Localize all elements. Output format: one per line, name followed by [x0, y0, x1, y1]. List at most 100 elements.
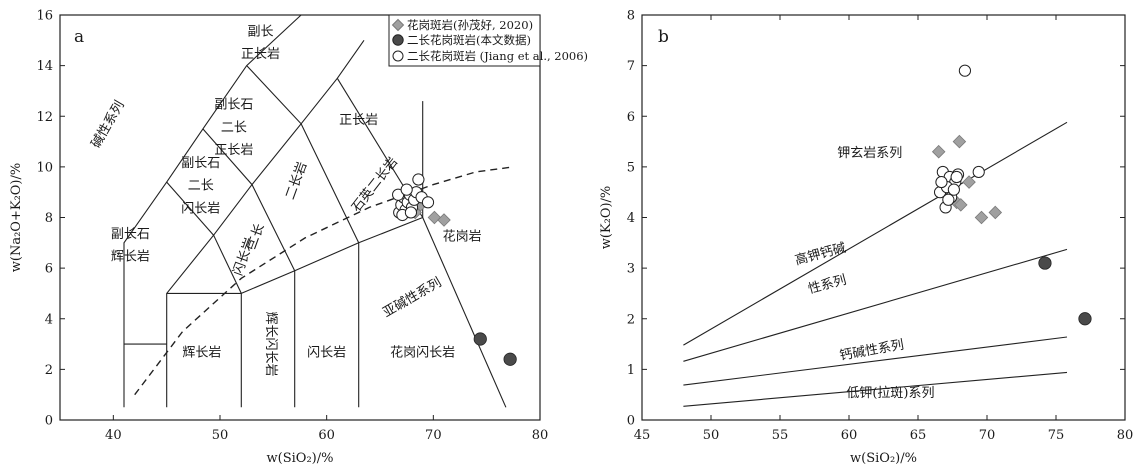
low-k-boundary — [683, 371, 1068, 407]
diamond-point — [962, 175, 976, 189]
y-tick-label: 4 — [45, 312, 53, 327]
diamond-point — [437, 213, 451, 227]
field-label: 花岗闪长岩 — [390, 345, 455, 361]
open-circle-point — [942, 193, 955, 206]
x-tick-label: 45 — [634, 428, 651, 443]
field-label: 低钾(拉斑)系列 — [846, 386, 934, 401]
shoshonitic-boundary — [683, 121, 1068, 346]
alkaline-subalkaline-divider — [134, 166, 514, 396]
field-label: 正长岩 — [339, 113, 378, 128]
legend-entry-text: 二长花岗斑岩(本文数据) — [407, 33, 531, 47]
field-label: 亚碱性系列 — [380, 275, 444, 320]
y-tick-label: 14 — [36, 59, 53, 74]
panel-a-ticks: 40 50 60 70 80 0 2 4 6 8 10 12 14 16 — [36, 9, 548, 444]
field-label: 辉长岩 — [111, 250, 150, 265]
y-tick-label: 10 — [36, 160, 53, 175]
field-label: 正长岩 — [214, 143, 253, 158]
open-circle-point — [972, 165, 985, 179]
panel-a-y-axis-label: w(Na₂O+K₂O)/% — [9, 163, 24, 272]
panel-b-points — [931, 64, 1092, 326]
panel-b-field-boundaries — [683, 121, 1068, 407]
x-tick-label: 60 — [841, 428, 858, 443]
field-boundary-line — [123, 14, 302, 408]
panel-b-y-axis-label: w(K₂O)/% — [599, 186, 614, 250]
x-tick-label: 80 — [532, 428, 549, 443]
field-label: 二长 — [221, 120, 247, 135]
field-label: 石英二长岩 — [349, 155, 401, 215]
diamond-point — [931, 144, 946, 159]
panel-b-letter: b — [658, 27, 669, 47]
y-tick-label: 12 — [36, 110, 53, 125]
filled-circle-point — [473, 332, 487, 346]
x-tick-label: 40 — [105, 428, 122, 443]
field-label: 二长 — [188, 179, 214, 194]
field-label: 钙碱性系列 — [839, 338, 906, 364]
y-tick-label: 3 — [627, 262, 635, 277]
field-boundary-line — [166, 181, 215, 236]
legend-entry-text: 二长花岗斑岩 (Jiang et al., 2006) — [407, 49, 588, 63]
diamond-point — [954, 198, 968, 212]
x-tick-label: 75 — [1048, 428, 1065, 443]
field-label: 副长石 — [181, 156, 220, 171]
open-circle-point — [958, 64, 972, 77]
field-label: 正长岩 — [241, 47, 280, 62]
open-circle-point — [950, 170, 963, 184]
x-tick-label: 50 — [703, 428, 720, 443]
y-tick-label: 2 — [627, 312, 635, 327]
x-tick-label: 80 — [1117, 428, 1134, 443]
open-circle-point — [421, 196, 435, 209]
legend-filled-circle-marker — [392, 34, 404, 46]
field-boundary-line — [213, 234, 242, 294]
y-tick-label: 8 — [45, 211, 53, 226]
diamond-point — [988, 205, 1003, 220]
open-circle-point — [404, 206, 418, 219]
x-tick-label: 50 — [212, 428, 229, 443]
high-k-boundary — [683, 248, 1068, 362]
field-label: 二长岩 — [283, 160, 310, 202]
field-label: 辉长闪长岩 — [263, 312, 278, 377]
x-tick-label: 70 — [979, 428, 996, 443]
diamond-point — [427, 210, 442, 225]
field-label: 闪长岩 — [231, 236, 258, 278]
y-tick-label: 4 — [627, 211, 635, 226]
panel-a-letter: a — [74, 27, 84, 47]
y-tick-label: 0 — [627, 414, 635, 429]
open-circle-point — [935, 175, 948, 189]
x-tick-label: 70 — [425, 428, 442, 443]
x-tick-label: 60 — [318, 428, 335, 443]
field-label: 副长石 — [111, 227, 150, 242]
filled-circle-point — [1038, 256, 1052, 270]
panel-a-legend: 花岗斑岩(孙茂好, 2020) 二长花岗斑岩(本文数据) 二长花岗斑岩 (Jia… — [388, 14, 588, 67]
legend-entry-text: 花岗斑岩(孙茂好, 2020) — [407, 18, 533, 32]
field-label: 副长石 — [214, 98, 253, 113]
field-label: 高钾钙碱 — [793, 240, 847, 269]
open-circle-point — [412, 173, 425, 186]
y-tick-label: 16 — [36, 9, 53, 24]
y-tick-label: 1 — [627, 363, 635, 378]
filled-circle-point — [1078, 312, 1092, 326]
field-label: 钾玄岩系列 — [837, 146, 902, 161]
y-tick-label: 6 — [627, 110, 635, 125]
y-tick-label: 6 — [45, 262, 53, 277]
field-boundary-line — [422, 217, 507, 408]
field-label: 性系列 — [807, 273, 849, 298]
field-label: 碱性系列 — [89, 98, 128, 151]
diamond-point — [974, 210, 989, 225]
open-circle-point — [400, 183, 413, 196]
x-tick-label: 65 — [910, 428, 927, 443]
open-circle-point — [947, 183, 960, 196]
y-tick-label: 7 — [627, 59, 635, 74]
panel-b-x-axis-label: w(SiO₂)/% — [850, 451, 917, 466]
field-boundary-line — [202, 128, 296, 271]
legend-diamond-marker — [391, 18, 405, 32]
y-tick-label: 5 — [627, 160, 635, 175]
field-label: 花岗岩 — [443, 228, 482, 244]
x-tick-label: 55 — [772, 428, 789, 443]
panel-a-x-axis-label: w(SiO₂)/% — [267, 451, 334, 466]
field-label: 闪长岩 — [307, 346, 346, 361]
field-boundary-line — [246, 65, 360, 244]
